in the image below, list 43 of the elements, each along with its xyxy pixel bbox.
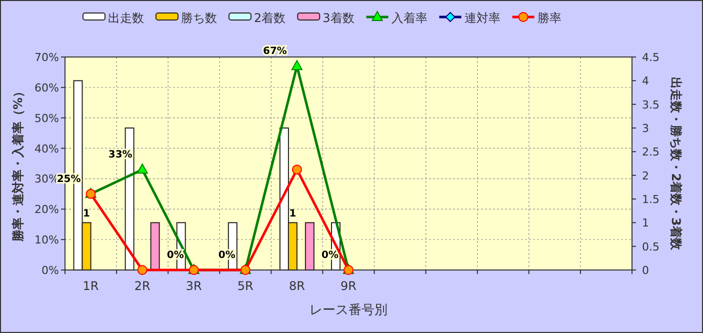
y-tick-label: 40% [34,142,59,156]
y-tick-label: 50% [34,112,59,125]
y-tick-label: 0% [42,264,59,277]
y-tick-label: 70% [34,51,59,64]
legend-label: 勝率 [537,11,562,25]
y2-tick-label: 2.5 [642,146,660,159]
bar [304,222,314,270]
x-tick-label: 2R [134,279,150,293]
legend-label: 2着数 [254,11,286,25]
data-label: 1 [289,208,296,220]
legend-label: 勝ち数 [181,11,217,25]
y-tick-label: 30% [34,172,59,186]
y2-tick-label: 3 [642,122,649,135]
x-axis-title: レース番号別 [310,303,388,318]
y-axis-title: 勝率・連対率・入着率（%） [11,85,25,243]
y2-axis-title: 出走数・勝ち数・2着数・3着数 [669,77,683,251]
y2-tick-label: 1 [642,216,649,230]
x-tick-label: 8R [288,279,305,293]
y2-tick-label: 4.5 [642,51,660,64]
point [136,164,148,174]
x-tick-label: 5R [237,279,254,293]
y2-tick-label: 2 [642,169,649,182]
legend-label: 3着数 [322,11,354,25]
legend-label: 入着率 [391,11,428,25]
bar [150,222,160,270]
y-tick-label: 20% [34,203,59,216]
y-tick-label: 60% [34,81,59,94]
y2-tick-label: 1.5 [642,193,660,206]
legend-label: 連対率 [464,11,500,25]
point [292,164,302,175]
y2-tick-label: 3.5 [642,98,660,112]
y2-tick-label: 0 [642,264,649,277]
x-tick-label: 9R [340,279,356,293]
y-tick-label: 10% [34,234,59,247]
y2-tick-label: 0.5 [642,240,660,254]
data-label: 1 [83,208,90,220]
data-label: 67% [263,46,287,58]
point [137,265,148,275]
y2-tick-label: 4 [642,74,649,88]
x-tick-label: 3R [186,279,202,293]
point [291,60,302,70]
legend-label: 出走数 [108,11,144,25]
x-tick-label: 1R [82,279,99,293]
